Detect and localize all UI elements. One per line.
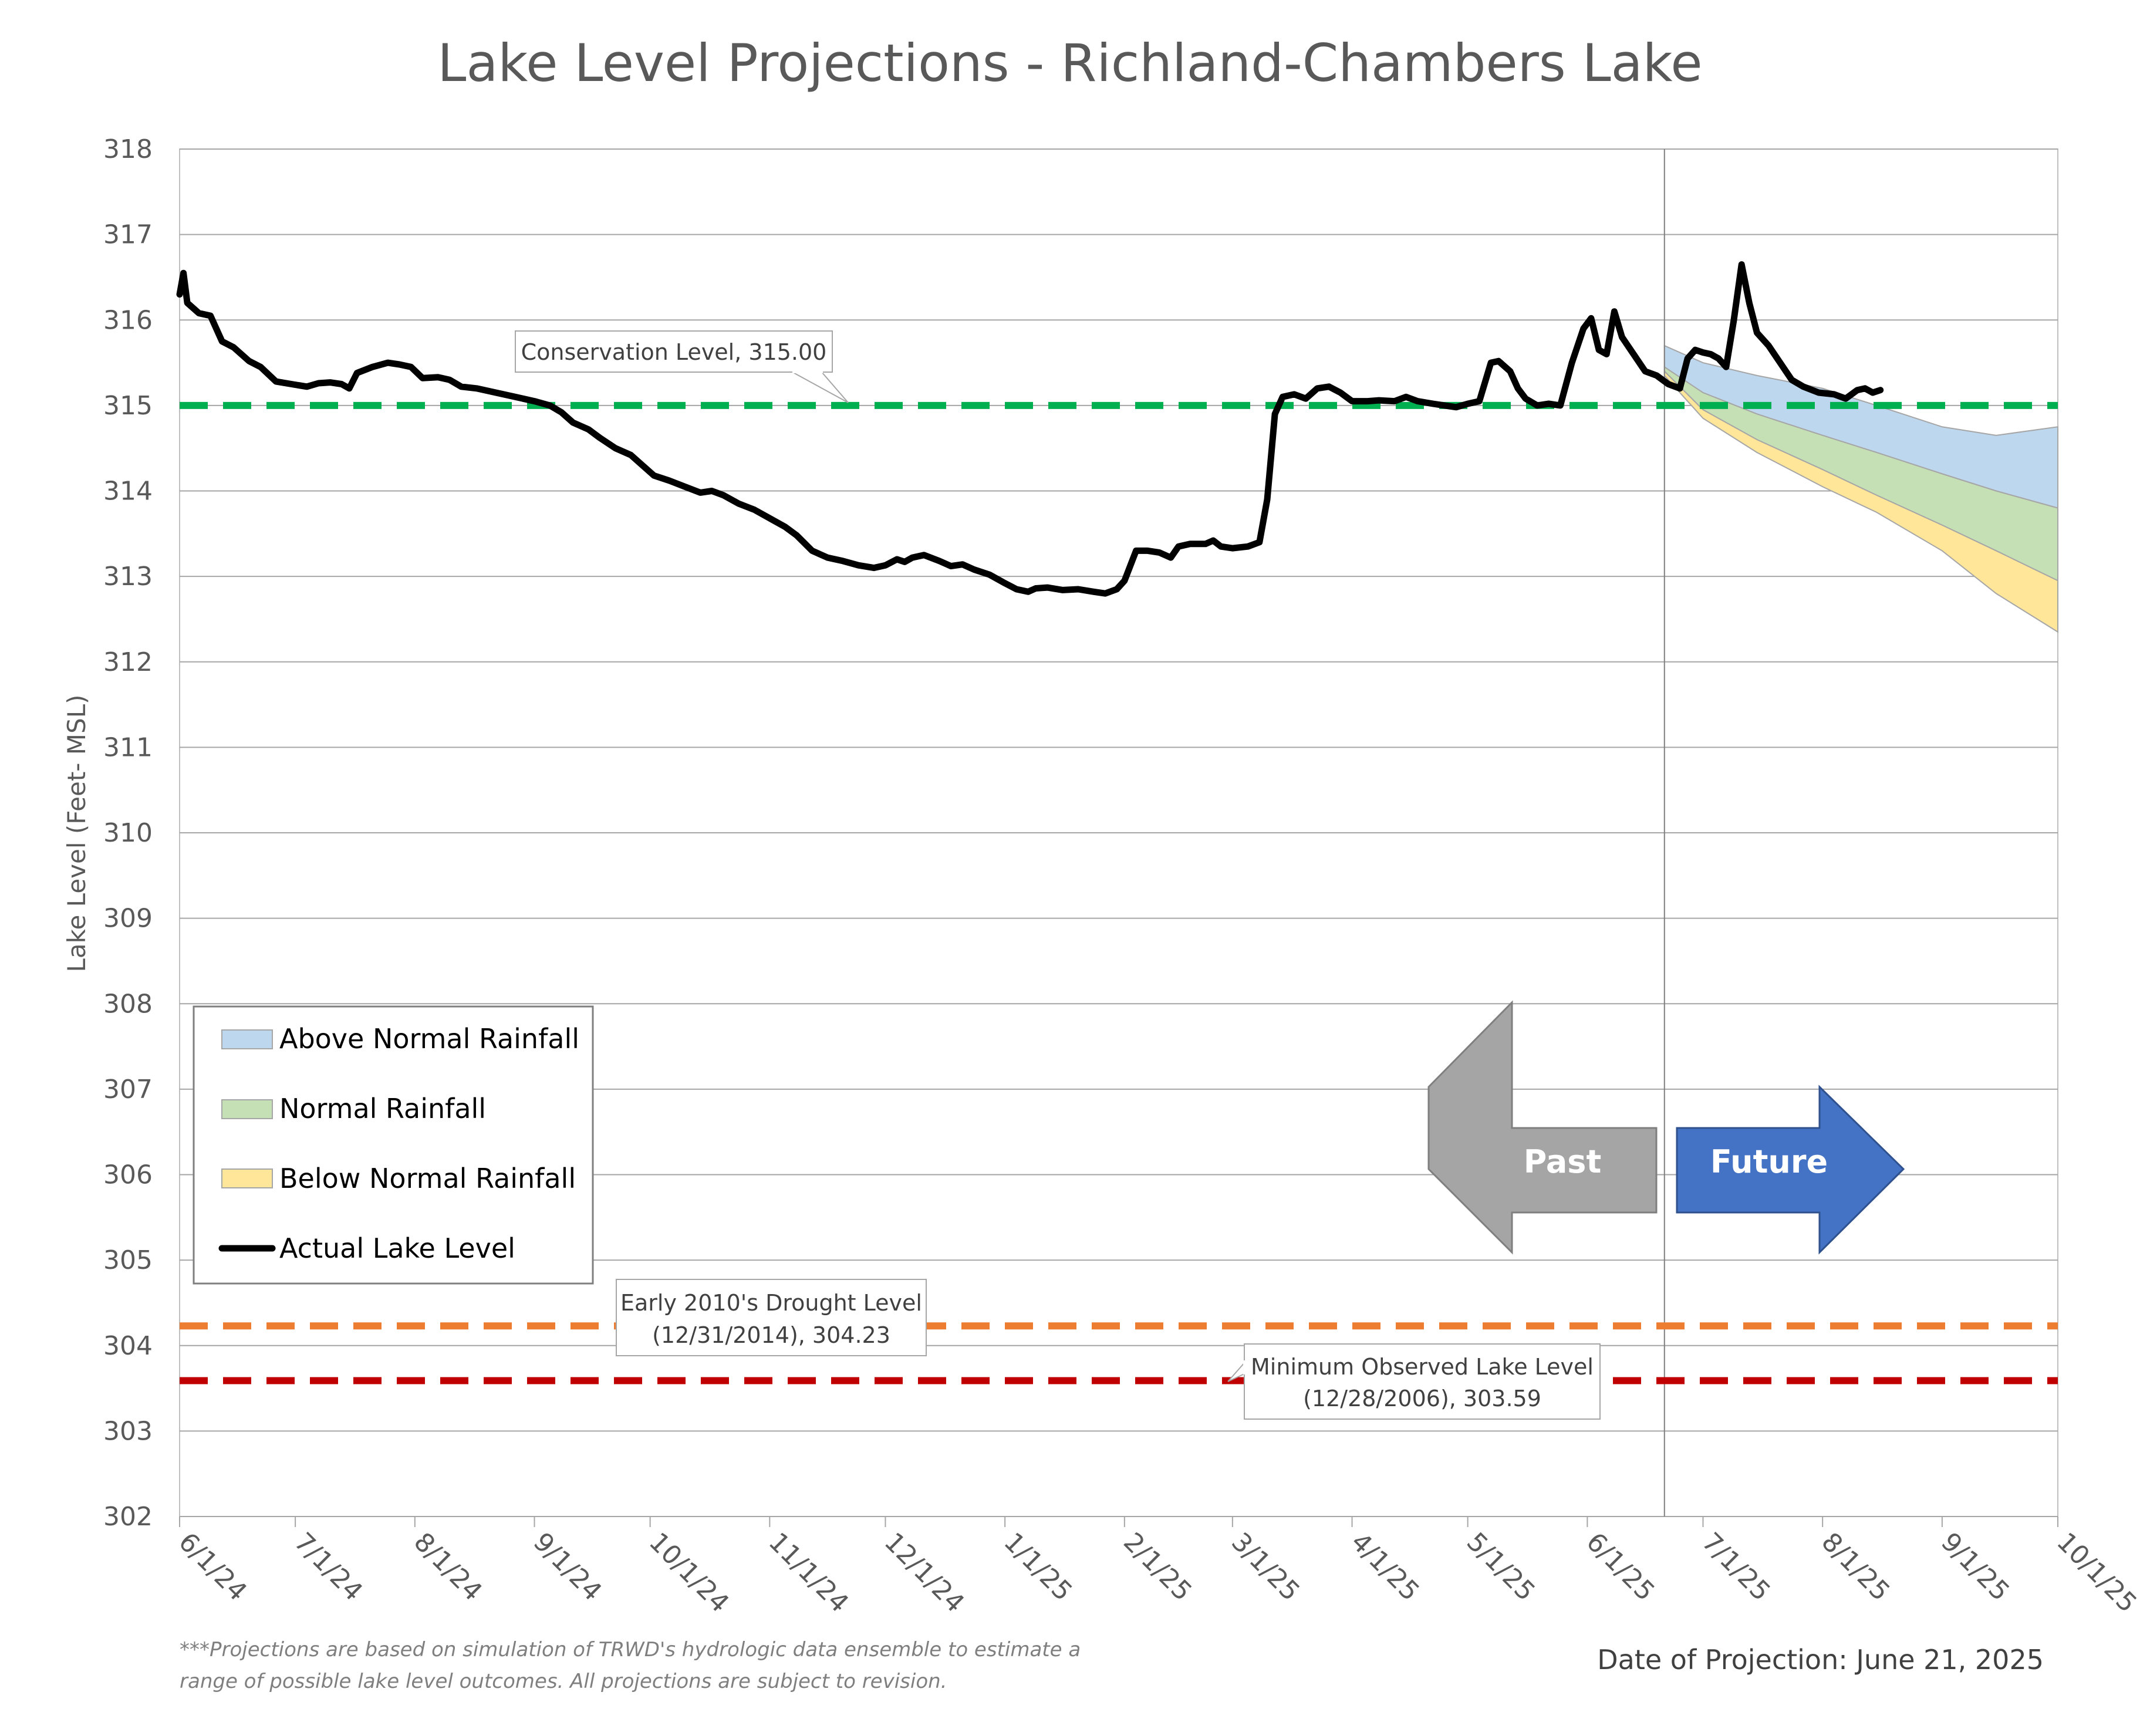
legend-swatch-above-normal <box>221 1029 273 1049</box>
legend-label-normal: Normal Rainfall <box>279 1093 486 1124</box>
y-axis-ticks: 302 303 304 305 306 307 308 309 310 311 312 313 314 3… <box>103 134 153 1532</box>
legend-label-above-normal: Above Normal Rainfall <box>279 1023 579 1055</box>
x-axis-ticks: 6/1/24 7/1/24 8/1/24 9/1/24 10/1/24 11/1/24 12… <box>173 1517 2140 1619</box>
x-tick-label: 10/1/25 <box>2051 1527 2140 1619</box>
x-tick-label: 9/1/24 <box>528 1527 607 1607</box>
y-tick-label: 317 <box>103 220 153 250</box>
y-tick-label: 310 <box>103 818 153 848</box>
x-tick-label: 1/1/25 <box>998 1527 1078 1607</box>
x-tick-label: 4/1/25 <box>1345 1527 1425 1607</box>
past-arrow: Past <box>1427 1000 1658 1255</box>
x-tick-label: 5/1/25 <box>1461 1527 1541 1607</box>
projection-date-label: Date of Projection: June 21, 2025 <box>1597 1644 2044 1676</box>
reference-lines <box>180 401 2058 1384</box>
x-tick-label: 2/1/25 <box>1118 1527 1197 1607</box>
legend: Above Normal Rainfall Normal Rainfall Be… <box>193 1005 594 1285</box>
x-tick-label: 6/1/24 <box>173 1527 252 1607</box>
x-tick-label: 8/1/25 <box>1815 1527 1895 1607</box>
x-tick-label: 12/1/24 <box>879 1527 970 1619</box>
x-tick-label: 7/1/24 <box>288 1527 368 1607</box>
y-tick-label: 315 <box>103 391 153 421</box>
y-tick-label: 305 <box>103 1245 153 1275</box>
y-axis-label: Lake Level (Feet- MSL) <box>62 695 91 972</box>
y-tick-label: 303 <box>103 1416 153 1446</box>
conservation-callout-label: Conservation Level, 315.00 <box>521 339 827 365</box>
x-tick-label: 10/1/24 <box>643 1527 735 1619</box>
y-tick-label: 304 <box>103 1331 153 1361</box>
legend-swatch-normal <box>221 1099 273 1119</box>
y-tick-label: 309 <box>103 904 153 934</box>
footnote-line1: ***Projections are based on simulation o… <box>180 1638 1081 1661</box>
future-label: Future <box>1710 1143 1828 1180</box>
legend-swatch-below-normal <box>221 1168 273 1188</box>
y-tick-label: 314 <box>103 477 153 506</box>
y-tick-label: 308 <box>103 989 153 1019</box>
legend-label-actual: Actual Lake Level <box>279 1232 515 1264</box>
minimum-callout-line1: Minimum Observed Lake Level <box>1251 1354 1594 1380</box>
band-below-normal <box>1663 370 2058 633</box>
x-tick-label: 9/1/25 <box>1935 1527 2015 1607</box>
y-tick-label: 313 <box>103 562 153 592</box>
past-label: Past <box>1524 1143 1602 1180</box>
drought-callout: Early 2010's Drought Level (12/31/2014),… <box>616 1279 927 1356</box>
actual-lake-level-line <box>176 261 1884 597</box>
legend-label-below-normal: Below Normal Rainfall <box>279 1163 576 1194</box>
x-tick-label: 7/1/25 <box>1696 1527 1776 1607</box>
future-arrow: Future <box>1676 1085 1905 1255</box>
x-tick-label: 8/1/24 <box>408 1527 488 1607</box>
x-tick-label: 6/1/25 <box>1581 1527 1660 1607</box>
y-tick-label: 316 <box>103 305 153 335</box>
x-tick-label: 3/1/25 <box>1226 1527 1305 1607</box>
drought-callout-line2: (12/31/2014), 304.23 <box>652 1322 890 1348</box>
y-tick-label: 311 <box>103 732 153 762</box>
chart-title: Lake Level Projections - Richland-Chambe… <box>437 33 1702 93</box>
y-tick-label: 318 <box>103 134 153 164</box>
y-tick-label: 302 <box>103 1502 153 1532</box>
drought-callout-line1: Early 2010's Drought Level <box>620 1290 922 1316</box>
y-tick-label: 306 <box>103 1160 153 1190</box>
conservation-callout: Conservation Level, 315.00 <box>515 330 849 403</box>
x-tick-label: 11/1/24 <box>763 1527 855 1619</box>
y-tick-label: 307 <box>103 1075 153 1105</box>
footnote-line2: range of possible lake level outcomes. A… <box>180 1670 947 1693</box>
y-tick-label: 312 <box>103 647 153 677</box>
minimum-callout-line2: (12/28/2006), 303.59 <box>1303 1386 1541 1411</box>
minimum-callout: Minimum Observed Lake Level (12/28/2006)… <box>1227 1343 1601 1420</box>
